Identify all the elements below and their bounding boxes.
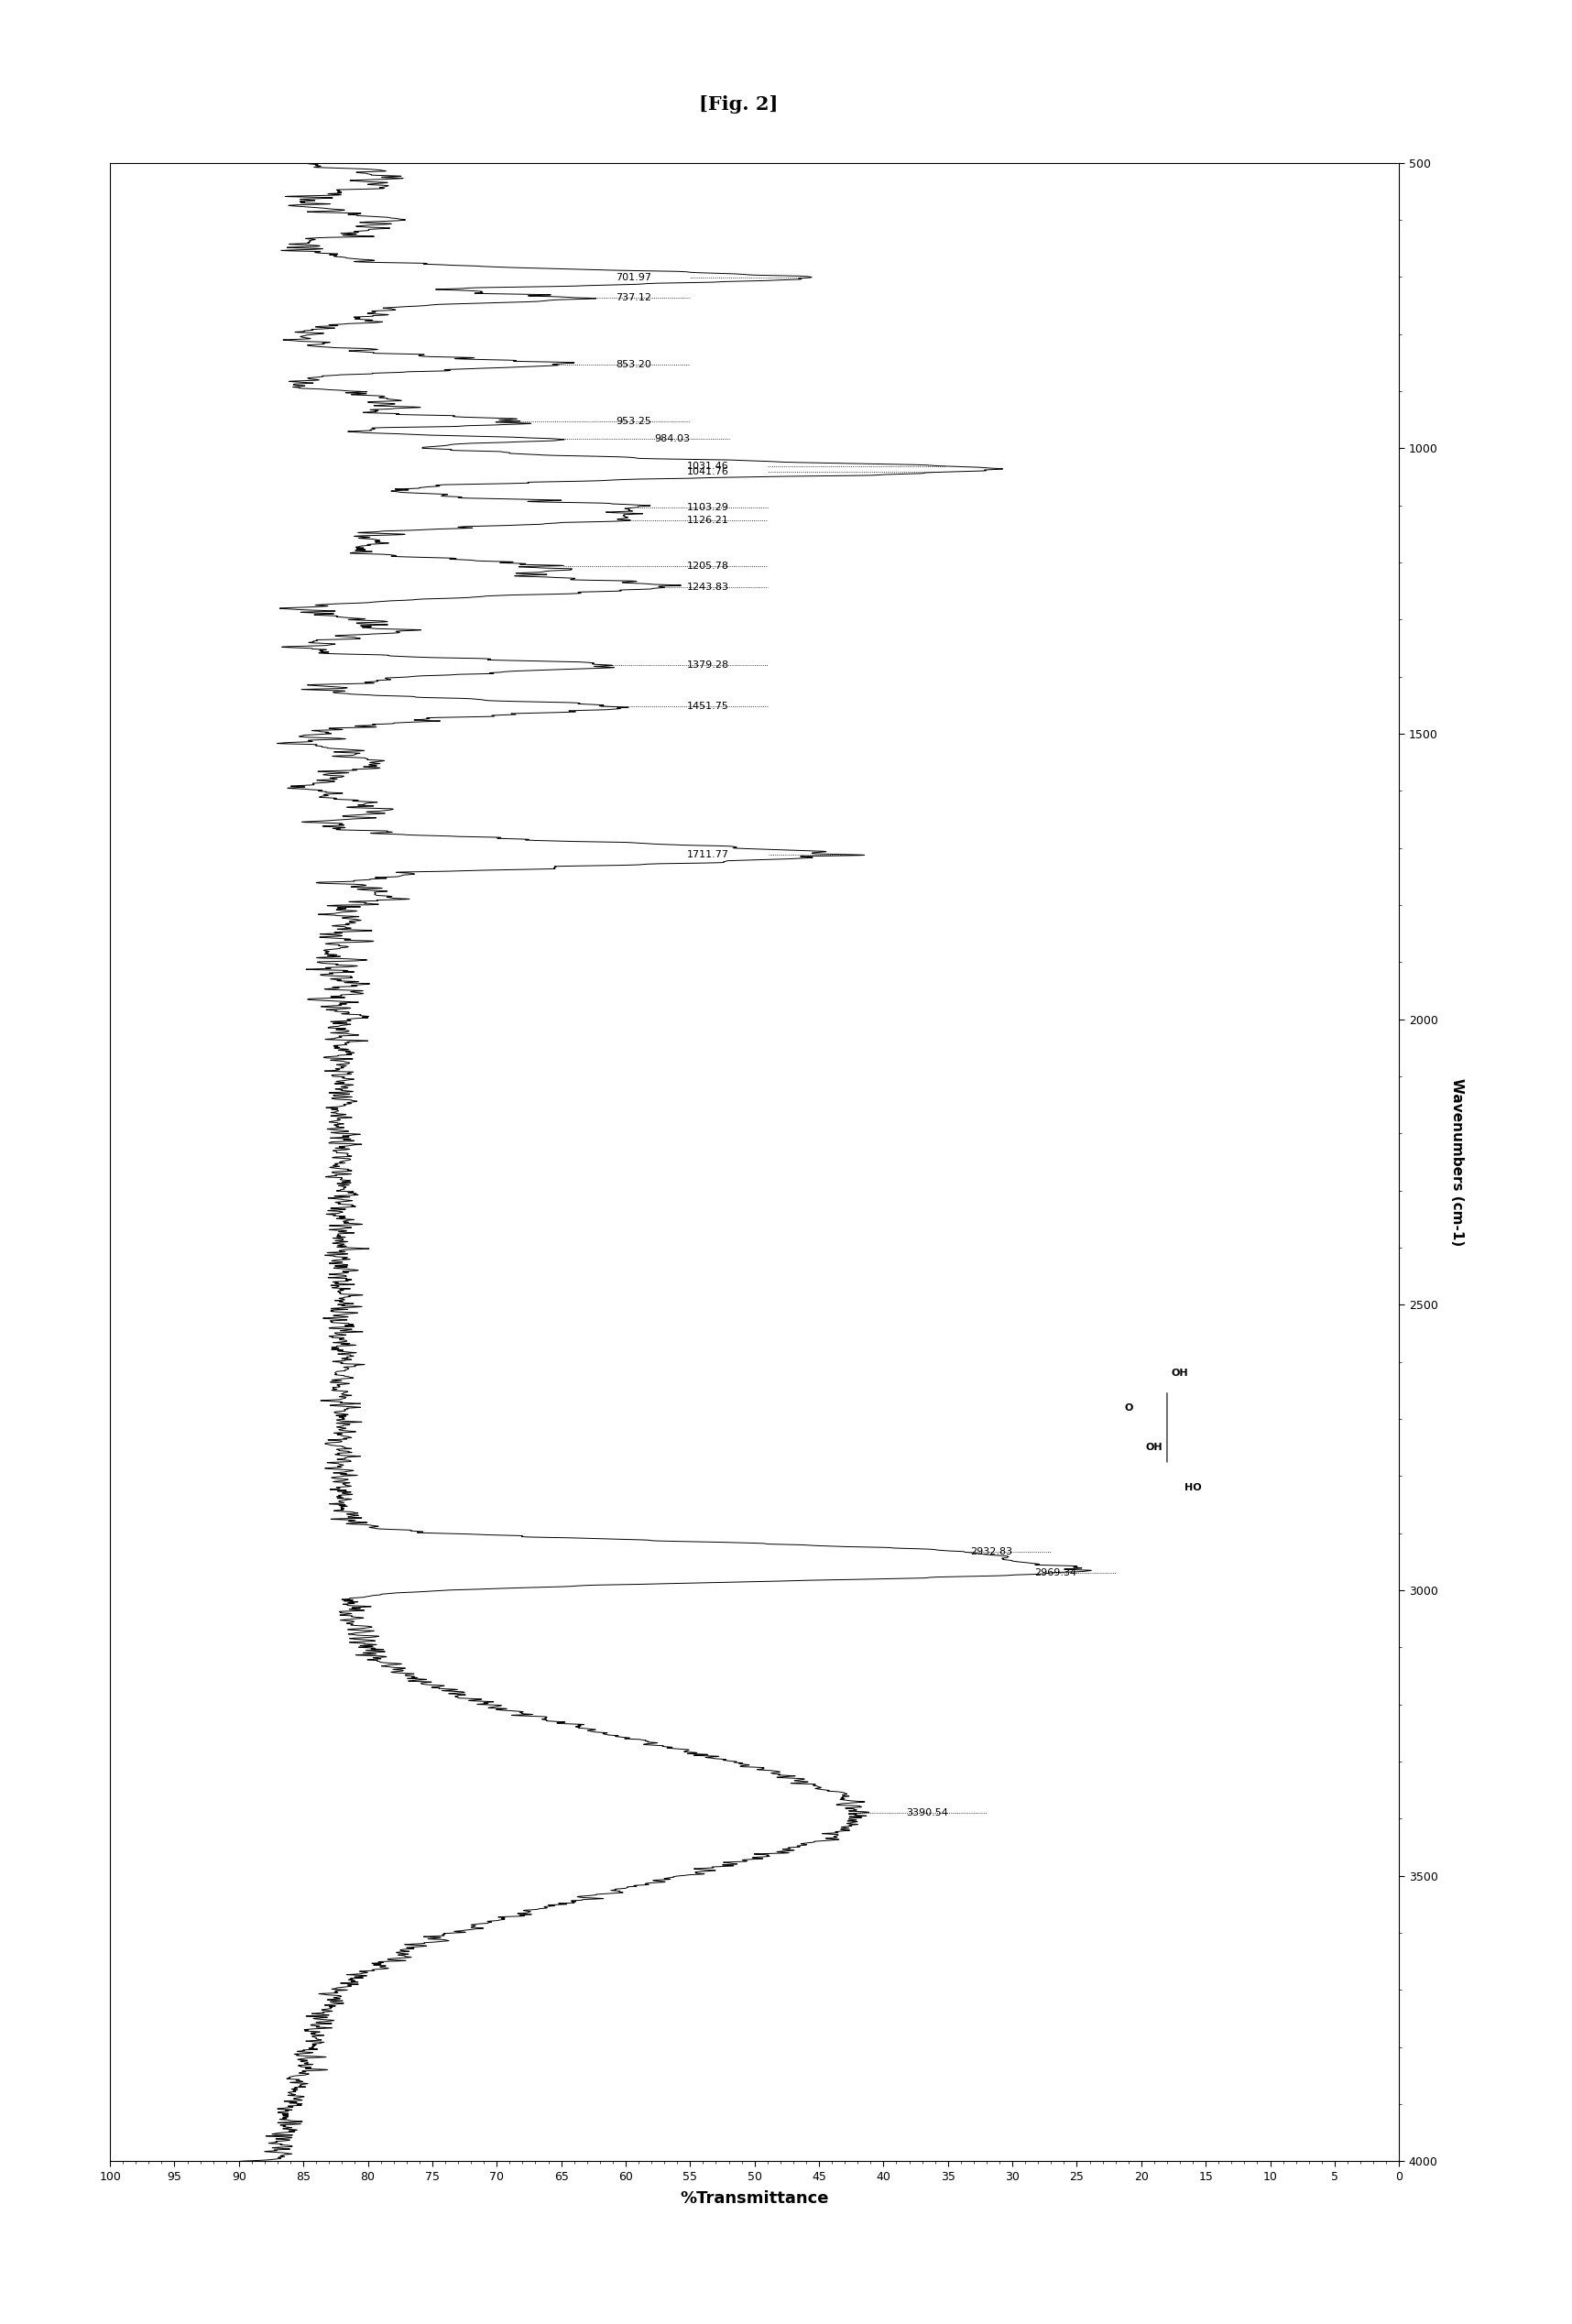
Text: [Fig. 2]: [Fig. 2]: [700, 95, 778, 114]
Text: 953.25: 953.25: [616, 416, 651, 425]
Text: 1041.76: 1041.76: [687, 467, 729, 476]
Text: 3390.54: 3390.54: [905, 1808, 948, 1817]
Text: 853.20: 853.20: [616, 360, 651, 370]
Text: 1031.46: 1031.46: [687, 462, 729, 472]
Text: 1103.29: 1103.29: [687, 502, 729, 511]
Text: 1205.78: 1205.78: [687, 560, 729, 569]
Text: O: O: [1124, 1404, 1133, 1413]
Text: 984.03: 984.03: [654, 435, 690, 444]
Text: 701.97: 701.97: [616, 274, 651, 284]
Text: 1711.77: 1711.77: [687, 851, 729, 860]
Text: 737.12: 737.12: [616, 293, 651, 302]
X-axis label: %Transmittance: %Transmittance: [681, 2192, 828, 2208]
Y-axis label: Wavenumbers (cm-1): Wavenumbers (cm-1): [1451, 1078, 1464, 1246]
Text: 2969.34: 2969.34: [1034, 1569, 1077, 1578]
Text: HO: HO: [1184, 1483, 1201, 1492]
Text: 1243.83: 1243.83: [687, 583, 729, 593]
Text: 1451.75: 1451.75: [687, 702, 729, 711]
Text: 2932.83: 2932.83: [970, 1548, 1012, 1557]
Text: OH: OH: [1146, 1443, 1163, 1452]
Text: 1379.28: 1379.28: [687, 660, 729, 669]
Text: OH: OH: [1171, 1369, 1188, 1378]
Text: 1126.21: 1126.21: [687, 516, 729, 525]
